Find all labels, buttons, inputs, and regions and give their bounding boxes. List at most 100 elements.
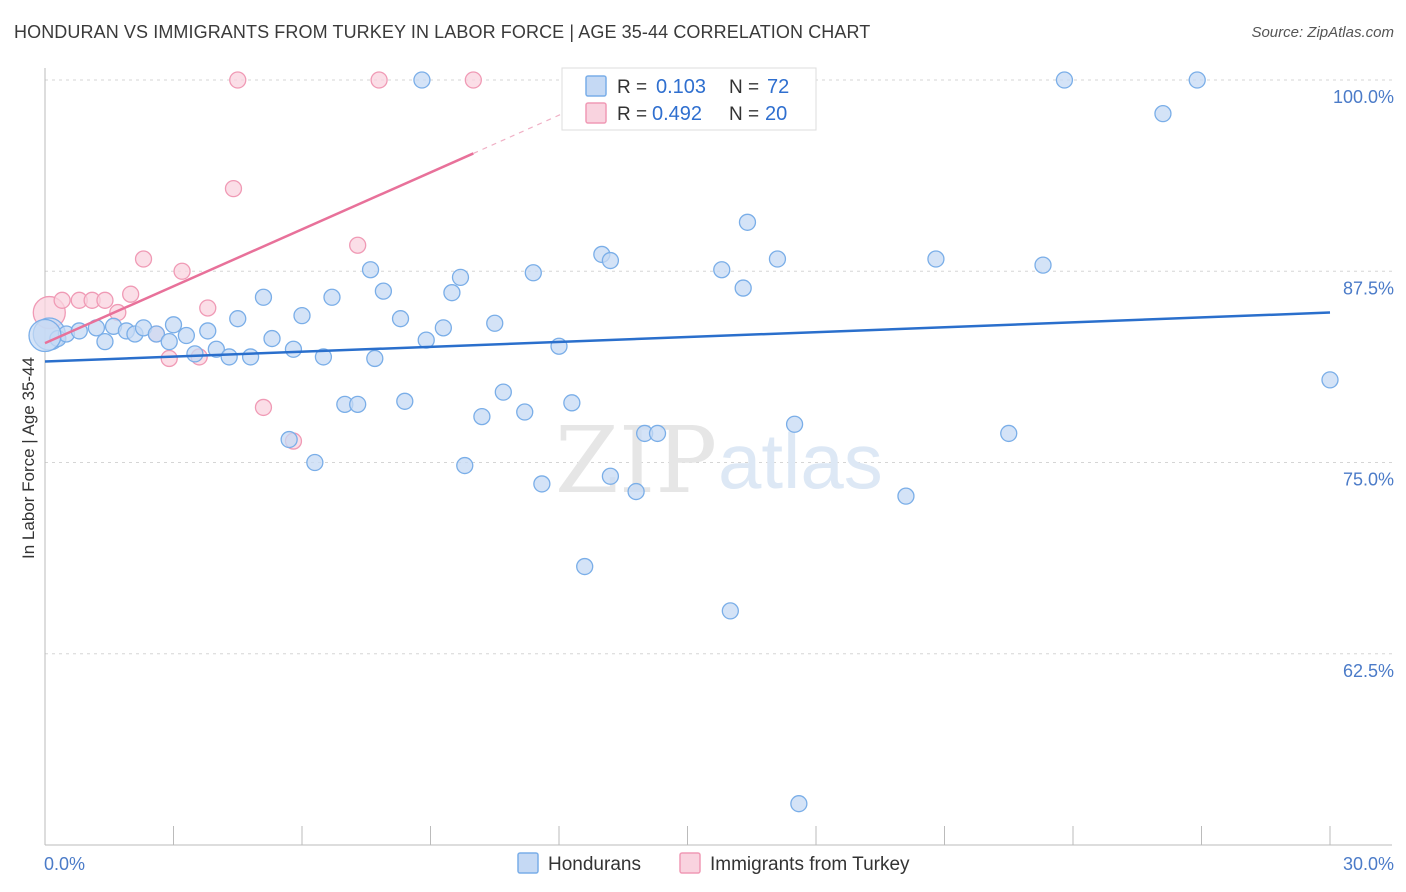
honduran-point-17 — [220, 348, 238, 366]
honduran-point-5 — [96, 332, 114, 351]
legend-n-label-turkey: N = — [729, 104, 759, 125]
turkey-point-17 — [349, 236, 367, 254]
honduran-point-25 — [306, 453, 324, 472]
source-label: Source: ZipAtlas.com — [1251, 24, 1394, 41]
watermark: ZIP atlas — [555, 407, 883, 514]
honduran-point-45 — [533, 475, 551, 493]
honduran-point-10 — [147, 325, 166, 343]
honduran-point-21 — [263, 329, 281, 348]
honduran-point-23 — [284, 340, 303, 358]
honduran-point-31 — [366, 349, 384, 368]
honduran-point-18 — [229, 310, 247, 328]
y-tick-label-1: 87.5% — [1343, 278, 1394, 298]
y-tick-label-3: 62.5% — [1343, 661, 1394, 681]
honduran-point-71 — [28, 318, 62, 353]
honduran-point-14 — [186, 345, 204, 363]
series-immigrants-from-turkey-points — [32, 71, 482, 450]
honduran-point-50 — [601, 251, 620, 270]
honduran-point-59 — [768, 250, 787, 268]
turkey-point-13 — [224, 179, 243, 198]
honduran-point-16 — [207, 340, 225, 358]
honduran-point-37 — [443, 284, 461, 302]
turkey-point-6 — [122, 285, 140, 303]
honduran-point-64 — [1000, 424, 1018, 443]
y-tick-label-2: 75.0% — [1343, 470, 1394, 490]
honduran-point-38 — [451, 268, 470, 287]
honduran-point-52 — [627, 482, 645, 501]
honduran-point-70 — [413, 71, 431, 89]
axes — [44, 68, 1392, 846]
honduran-point-24 — [293, 306, 311, 325]
honduran-point-20 — [254, 288, 273, 306]
legend-swatch-turkey — [585, 102, 607, 124]
honduran-point-26 — [314, 348, 333, 366]
honduran-point-65 — [1034, 256, 1052, 274]
bottom-legend-swatch-turkey — [679, 852, 701, 874]
honduran-point-44 — [524, 264, 542, 282]
turkey-point-7 — [134, 250, 153, 268]
bottom-legend: Hondurans Immigrants from Turkey — [517, 852, 910, 875]
legend: R = 0.103 N = 72 R = 0.492 N = 20 — [561, 67, 817, 131]
turkey-point-18 — [370, 71, 388, 89]
turkey-point-10 — [173, 262, 191, 280]
honduran-point-48 — [576, 557, 594, 576]
honduran-point-32 — [374, 282, 393, 300]
honduran-point-22 — [280, 430, 298, 449]
turkey-point-19 — [464, 71, 482, 89]
honduran-point-27 — [323, 288, 341, 306]
honduran-point-56 — [721, 602, 739, 620]
honduran-point-19 — [241, 348, 260, 366]
honduran-point-55 — [713, 261, 731, 279]
bottom-legend-label-hondurans: Hondurans — [548, 854, 641, 875]
honduran-point-57 — [734, 279, 752, 297]
legend-r-label-turkey: R = — [617, 104, 647, 125]
honduran-point-41 — [486, 314, 504, 332]
turkey-point-4 — [96, 291, 114, 309]
honduran-point-61 — [790, 795, 808, 813]
honduran-point-29 — [349, 395, 367, 414]
honduran-point-66 — [1055, 71, 1074, 89]
trend-lines — [44, 91, 1331, 363]
honduran-point-54 — [648, 424, 667, 443]
chart-title: HONDURAN VS IMMIGRANTS FROM TURKEY IN LA… — [14, 22, 871, 42]
legend-swatch-hondurans — [585, 75, 607, 97]
honduran-point-39 — [456, 456, 474, 475]
honduran-point-40 — [473, 407, 491, 426]
honduran-point-67 — [1154, 105, 1172, 123]
turkey-point-12 — [199, 299, 217, 317]
turkey-point-9 — [160, 349, 178, 368]
series-hondurans-points — [28, 71, 1339, 813]
turkey-point-15 — [254, 398, 273, 417]
honduran-point-60 — [785, 415, 804, 433]
x-tick-label-min: 0.0% — [44, 854, 85, 874]
honduran-point-30 — [361, 261, 380, 279]
honduran-point-42 — [494, 383, 512, 401]
honduran-point-51 — [601, 467, 620, 485]
bottom-legend-swatch-hondurans — [517, 852, 539, 874]
honduran-point-47 — [563, 394, 581, 412]
honduran-point-63 — [927, 250, 945, 268]
grid — [45, 79, 1392, 655]
y-tick-labels: 100.0% 87.5% 75.0% 62.5% — [1333, 87, 1394, 681]
x-tick-label-max: 30.0% — [1343, 854, 1394, 874]
honduran-point-11 — [160, 332, 178, 351]
honduran-point-13 — [177, 326, 196, 345]
watermark-atlas: atlas — [718, 417, 883, 505]
honduran-point-58 — [738, 213, 757, 231]
legend-n-label-hondurans: N = — [729, 77, 759, 98]
turkey-point-14 — [229, 71, 247, 89]
honduran-point-33 — [391, 310, 410, 328]
honduran-point-69 — [1321, 371, 1339, 389]
honduran-point-15 — [199, 322, 217, 340]
honduran-point-62 — [897, 487, 915, 505]
honduran-point-36 — [434, 319, 453, 337]
honduran-point-43 — [516, 403, 534, 421]
trend-line-hondurans — [44, 311, 1331, 363]
legend-r-value-hondurans: 0.103 — [656, 76, 706, 98]
turkey-point-1 — [53, 291, 71, 309]
legend-n-value-turkey: 20 — [765, 103, 787, 125]
legend-n-value-hondurans: 72 — [767, 76, 789, 98]
honduran-point-34 — [396, 392, 414, 410]
honduran-point-68 — [1188, 71, 1206, 89]
